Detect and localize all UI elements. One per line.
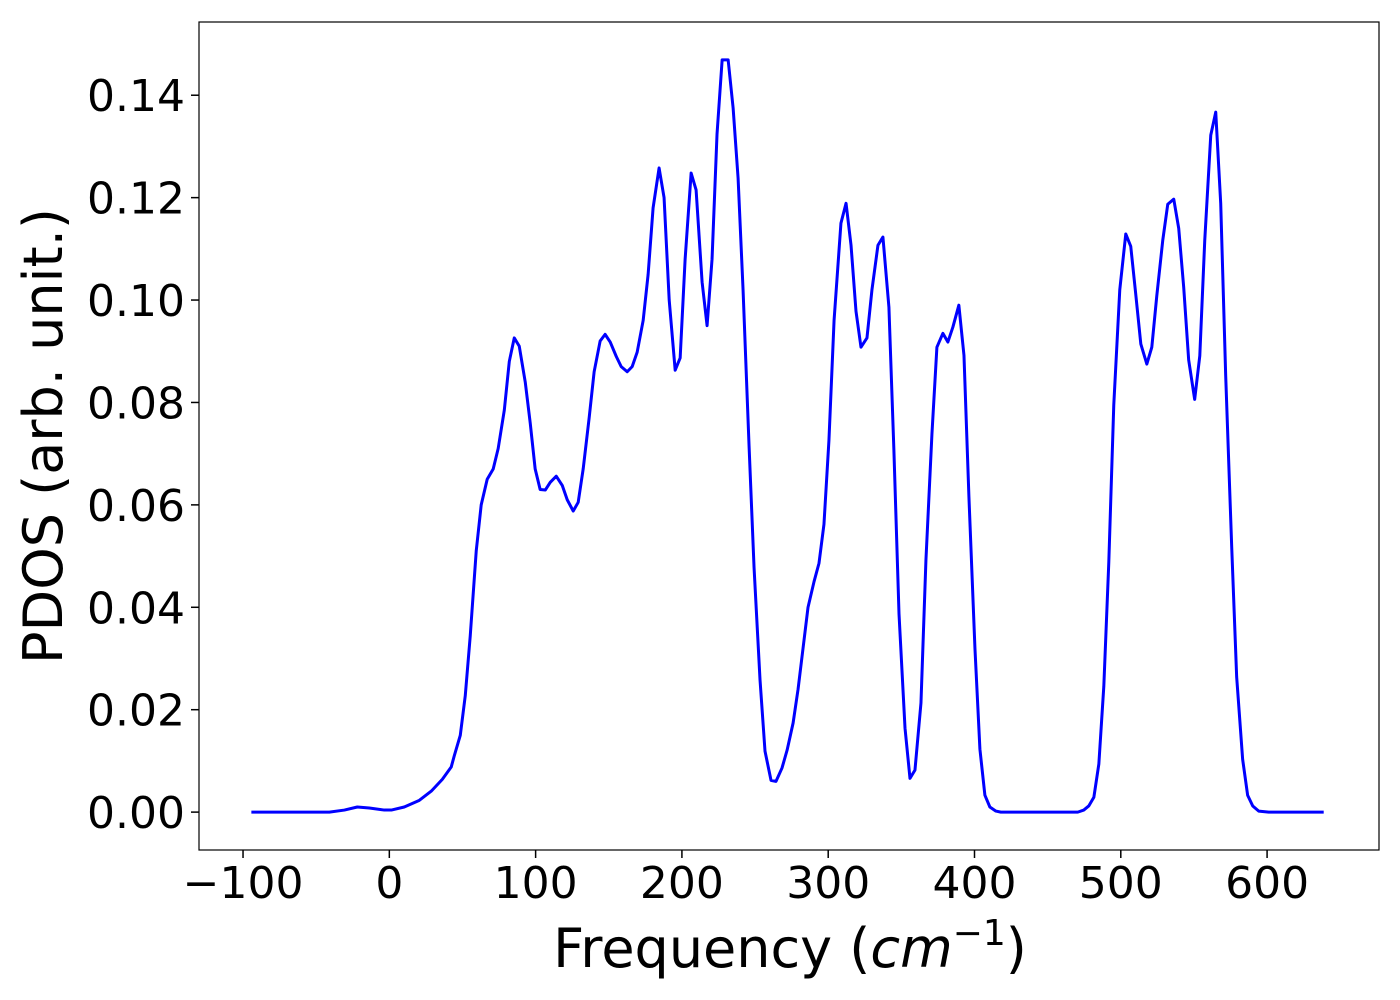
y-tick-label: 0.10: [87, 276, 185, 327]
x-tick-label: −100: [183, 858, 304, 909]
y-tick-label: 0.00: [87, 788, 185, 839]
y-tick-label: 0.14: [87, 71, 185, 122]
y-tick-label: 0.08: [87, 378, 185, 429]
plot-frame: [198, 21, 1380, 851]
y-axis-label: PDOS (arb. unit.): [12, 208, 75, 664]
x-axis-label: Frequency (cm−1): [553, 913, 1027, 980]
x-tick-label: 500: [1079, 858, 1163, 909]
x-tick-label: 100: [494, 858, 578, 909]
line-series: [251, 58, 1324, 814]
y-tick-label: 0.04: [87, 583, 185, 634]
x-tick-label: 200: [640, 858, 724, 909]
x-tick-label: 0: [375, 858, 403, 909]
x-tick-label: 600: [1225, 858, 1309, 909]
y-tick-label: 0.12: [87, 174, 185, 225]
y-tick-label: 0.02: [87, 686, 185, 737]
x-tick-label: 300: [786, 858, 870, 909]
x-tick-label: 400: [933, 858, 1017, 909]
y-tick-label: 0.06: [87, 481, 185, 532]
